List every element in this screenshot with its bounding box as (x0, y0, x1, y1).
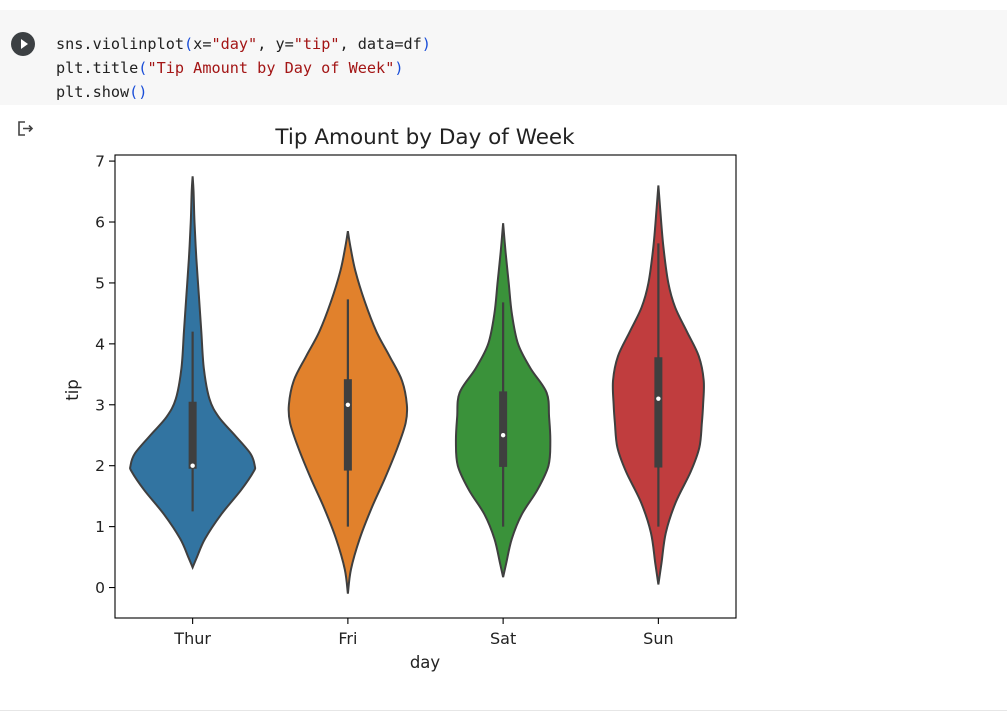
y-tick-label: 4 (95, 335, 105, 353)
output-menu-button[interactable] (16, 119, 36, 139)
output-arrow-icon (18, 121, 34, 136)
median-marker (656, 396, 661, 401)
code-token: () (129, 83, 148, 101)
x-axis: Thur Fri Sat Sun (173, 618, 674, 648)
y-tick-label: 2 (95, 457, 105, 475)
cell-divider (0, 710, 1007, 711)
code-line-3: plt.show() (56, 83, 147, 101)
code-token: ( (184, 35, 194, 53)
code-editor[interactable]: sns.violinplot(x="day", y="tip", data=df… (56, 32, 431, 104)
x-axis-label: day (410, 653, 441, 672)
code-token: "tip" (293, 35, 340, 53)
iqr-box (343, 379, 352, 471)
code-cell[interactable]: sns.violinplot(x="day", y="tip", data=df… (0, 10, 1007, 105)
iqr-box (654, 357, 663, 468)
y-tick-label: 6 (95, 214, 105, 232)
code-token: plt.show (56, 83, 130, 101)
y-tick-label: 1 (95, 518, 105, 536)
y-tick-label: 5 (95, 274, 105, 292)
x-tick-label: Sat (490, 629, 516, 648)
code-token: plt.title (56, 59, 139, 77)
code-line-2: plt.title("Tip Amount by Day of Week") (56, 59, 404, 77)
median-marker (500, 433, 506, 438)
iqr-box (188, 401, 197, 469)
code-line-1: sns.violinplot(x="day", y="tip", data=df… (56, 35, 431, 53)
y-tick-label: 3 (95, 396, 105, 414)
y-axis: 0 1 2 3 4 5 6 7 (95, 153, 115, 597)
code-token: "Tip Amount by Day of Week" (147, 59, 395, 77)
iqr-box (499, 391, 508, 467)
median-marker (190, 463, 195, 468)
violin-chart: Tip Amount by Day of Week day tip 0 1 2 3 4 5… (63, 125, 737, 672)
x-tick-label: Sun (643, 629, 673, 648)
x-tick-label: Fri (338, 629, 357, 648)
median-marker (345, 402, 351, 407)
violins-group (129, 176, 705, 594)
y-tick-label: 7 (95, 153, 105, 171)
code-token: sns.violinplot (56, 35, 185, 53)
code-token: , data=df (339, 35, 422, 53)
code-token: ( (138, 59, 148, 77)
code-token: x= (193, 35, 212, 53)
code-token: , y= (257, 35, 294, 53)
y-axis-label: tip (63, 379, 82, 401)
code-token: "day" (211, 35, 258, 53)
plot-frame (114, 154, 737, 619)
chart-title: Tip Amount by Day of Week (274, 125, 575, 150)
run-cell-button[interactable] (11, 32, 35, 56)
code-token: ) (421, 35, 431, 53)
code-token: ) (394, 59, 404, 77)
x-tick-label: Thur (173, 629, 211, 648)
play-icon (21, 39, 28, 49)
y-tick-label: 0 (95, 579, 105, 597)
